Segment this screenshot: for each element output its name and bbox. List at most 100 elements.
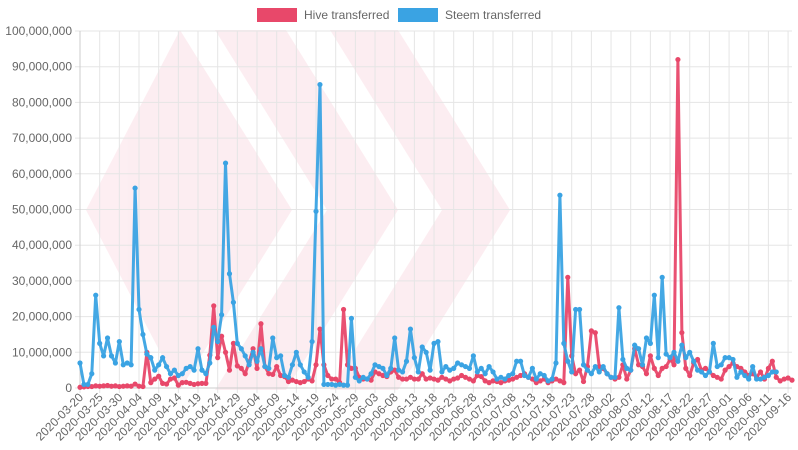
data-point[interactable] xyxy=(301,369,307,375)
data-point[interactable] xyxy=(490,369,496,375)
data-point[interactable] xyxy=(222,160,229,166)
data-point[interactable] xyxy=(285,378,292,385)
data-point[interactable] xyxy=(517,358,524,364)
data-point[interactable] xyxy=(435,377,441,383)
data-point[interactable] xyxy=(675,358,681,364)
data-point[interactable] xyxy=(270,371,276,378)
data-point[interactable] xyxy=(580,362,587,368)
data-point[interactable] xyxy=(242,353,248,359)
data-point[interactable] xyxy=(140,383,146,390)
data-point[interactable] xyxy=(234,340,240,346)
data-point[interactable] xyxy=(462,374,469,380)
data-point[interactable] xyxy=(144,351,150,357)
data-point[interactable] xyxy=(671,362,677,368)
data-point[interactable] xyxy=(443,363,449,370)
data-point[interactable] xyxy=(679,330,685,336)
data-point[interactable] xyxy=(494,376,500,382)
data-point[interactable] xyxy=(156,362,162,368)
data-point[interactable] xyxy=(167,371,174,377)
data-point[interactable] xyxy=(93,383,99,389)
data-point[interactable] xyxy=(238,365,244,371)
data-point[interactable] xyxy=(396,367,402,373)
data-point[interactable] xyxy=(293,378,299,385)
data-point[interactable] xyxy=(643,335,650,341)
data-point[interactable] xyxy=(230,299,237,305)
data-point[interactable] xyxy=(718,376,724,382)
data-point[interactable] xyxy=(132,381,138,387)
data-point[interactable] xyxy=(549,376,555,382)
data-point[interactable] xyxy=(561,380,567,386)
data-point[interactable] xyxy=(742,372,748,379)
data-point[interactable] xyxy=(734,374,740,380)
data-point[interactable] xyxy=(541,372,547,379)
data-point[interactable] xyxy=(765,365,771,371)
data-point[interactable] xyxy=(211,303,217,309)
data-point[interactable] xyxy=(163,381,170,387)
data-point[interactable] xyxy=(81,381,87,388)
data-point[interactable] xyxy=(132,185,138,191)
data-point[interactable] xyxy=(635,346,642,352)
data-point[interactable] xyxy=(396,374,402,380)
data-point[interactable] xyxy=(187,363,193,370)
data-point[interactable] xyxy=(423,349,429,355)
data-point[interactable] xyxy=(639,362,646,368)
data-point[interactable] xyxy=(663,363,669,370)
data-point[interactable] xyxy=(97,383,103,389)
data-point[interactable] xyxy=(502,376,508,382)
data-point[interactable] xyxy=(537,378,543,384)
data-point[interactable] xyxy=(753,376,760,382)
data-point[interactable] xyxy=(384,372,390,379)
data-point[interactable] xyxy=(694,367,701,373)
data-point[interactable] xyxy=(274,363,280,370)
data-point[interactable] xyxy=(242,371,248,377)
data-point[interactable] xyxy=(757,369,764,375)
data-point[interactable] xyxy=(691,358,697,364)
data-point[interactable] xyxy=(514,374,520,380)
data-point[interactable] xyxy=(576,367,583,373)
data-point[interactable] xyxy=(675,56,681,63)
data-point[interactable] xyxy=(706,369,712,375)
data-point[interactable] xyxy=(309,378,315,384)
data-point[interactable] xyxy=(364,376,370,382)
data-point[interactable] xyxy=(301,378,307,385)
data-point[interactable] xyxy=(136,383,142,389)
data-point[interactable] xyxy=(643,371,650,377)
data-point[interactable] xyxy=(179,371,185,377)
data-point[interactable] xyxy=(258,346,264,352)
data-point[interactable] xyxy=(423,376,429,382)
data-point[interactable] xyxy=(411,376,417,382)
data-point[interactable] xyxy=(447,378,453,384)
data-point[interactable] xyxy=(769,358,775,364)
data-point[interactable] xyxy=(325,381,331,388)
data-point[interactable] xyxy=(266,365,272,371)
data-point[interactable] xyxy=(490,378,496,384)
data-point[interactable] xyxy=(317,81,323,88)
data-point[interactable] xyxy=(455,360,461,366)
data-point[interactable] xyxy=(297,380,303,386)
data-point[interactable] xyxy=(470,353,476,359)
data-point[interactable] xyxy=(557,192,563,198)
data-point[interactable] xyxy=(207,360,213,366)
data-point[interactable] xyxy=(187,380,193,386)
data-point[interactable] xyxy=(234,363,240,369)
data-point[interactable] xyxy=(289,362,296,368)
data-point[interactable] xyxy=(101,383,107,389)
data-point[interactable] xyxy=(388,365,394,371)
data-point[interactable] xyxy=(545,378,551,384)
data-point[interactable] xyxy=(557,378,563,384)
data-point[interactable] xyxy=(498,374,504,380)
data-point[interactable] xyxy=(124,383,130,389)
legend-item-steem[interactable]: Steem transferred xyxy=(398,8,541,22)
data-point[interactable] xyxy=(761,374,768,380)
data-point[interactable] xyxy=(584,367,591,373)
data-point[interactable] xyxy=(266,371,272,377)
legend-item-hive[interactable]: Hive transferred xyxy=(257,8,389,22)
data-point[interactable] xyxy=(663,351,669,357)
data-point[interactable] xyxy=(293,349,299,355)
data-point[interactable] xyxy=(179,380,185,386)
data-point[interactable] xyxy=(726,363,732,370)
data-point[interactable] xyxy=(219,333,225,339)
data-point[interactable] xyxy=(612,374,618,380)
data-point[interactable] xyxy=(592,363,598,370)
data-point[interactable] xyxy=(116,383,122,390)
